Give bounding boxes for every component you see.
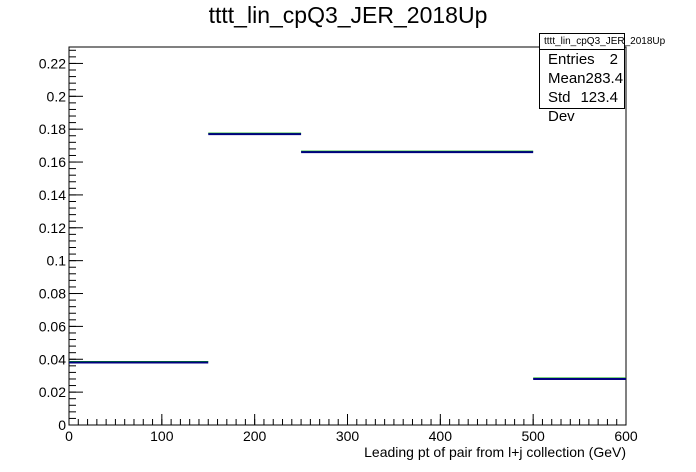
x-tick-label: 200 — [243, 428, 267, 444]
y-tick-label: 0 — [58, 417, 66, 433]
y-tick-label: 0.04 — [39, 351, 66, 367]
y-tick-label: 0.08 — [39, 286, 66, 302]
axis-ticks: 0 0.02 0.04 0.06 0.08 0.1 0.12 0.14 0.16 0.18 0.2 0… — [39, 49, 638, 444]
chart-title: tttt_lin_cpQ3_JER_2018Up — [208, 2, 488, 28]
stats-value: 283.4 — [585, 70, 624, 87]
y-tick-label: 0.2 — [47, 88, 67, 104]
stats-row-std-dev: Std Dev 123.4 — [540, 88, 624, 125]
y-tick-label: 0.1 — [47, 253, 67, 269]
x-tick-label: 400 — [429, 428, 453, 444]
stats-value: 123.4 — [580, 89, 618, 106]
y-tick-label: 0.06 — [39, 318, 66, 334]
x-tick-label: 300 — [336, 428, 360, 444]
stats-value: 2 — [609, 51, 618, 68]
y-tick-label: 0.12 — [39, 220, 66, 236]
histogram-bins — [69, 132, 626, 380]
x-tick-label: 600 — [614, 428, 638, 444]
stats-box: tttt_lin_cpQ3_JER_2018Up Entries 2 Mean … — [539, 33, 665, 125]
y-tick-label: 0.14 — [39, 187, 66, 203]
stats-label: Mean — [548, 70, 586, 87]
stats-label: Entries — [548, 51, 595, 68]
stats-label: Std Dev — [548, 89, 575, 125]
x-tick-label: 100 — [150, 428, 174, 444]
y-tick-label: 0.18 — [39, 121, 66, 137]
x-axis-label: Leading pt of pair from l+j collection (… — [364, 444, 626, 460]
stats-row-mean: Mean 283.4 — [540, 69, 624, 88]
x-tick-label: 0 — [65, 428, 73, 444]
x-tick-label: 500 — [521, 428, 545, 444]
stats-row-entries: Entries 2 — [540, 50, 624, 69]
y-tick-label: 0.02 — [39, 384, 66, 400]
stats-box-title: tttt_lin_cpQ3_JER_2018Up — [540, 34, 665, 50]
y-tick-label: 0.16 — [39, 154, 66, 170]
y-tick-label: 0.22 — [39, 55, 66, 71]
